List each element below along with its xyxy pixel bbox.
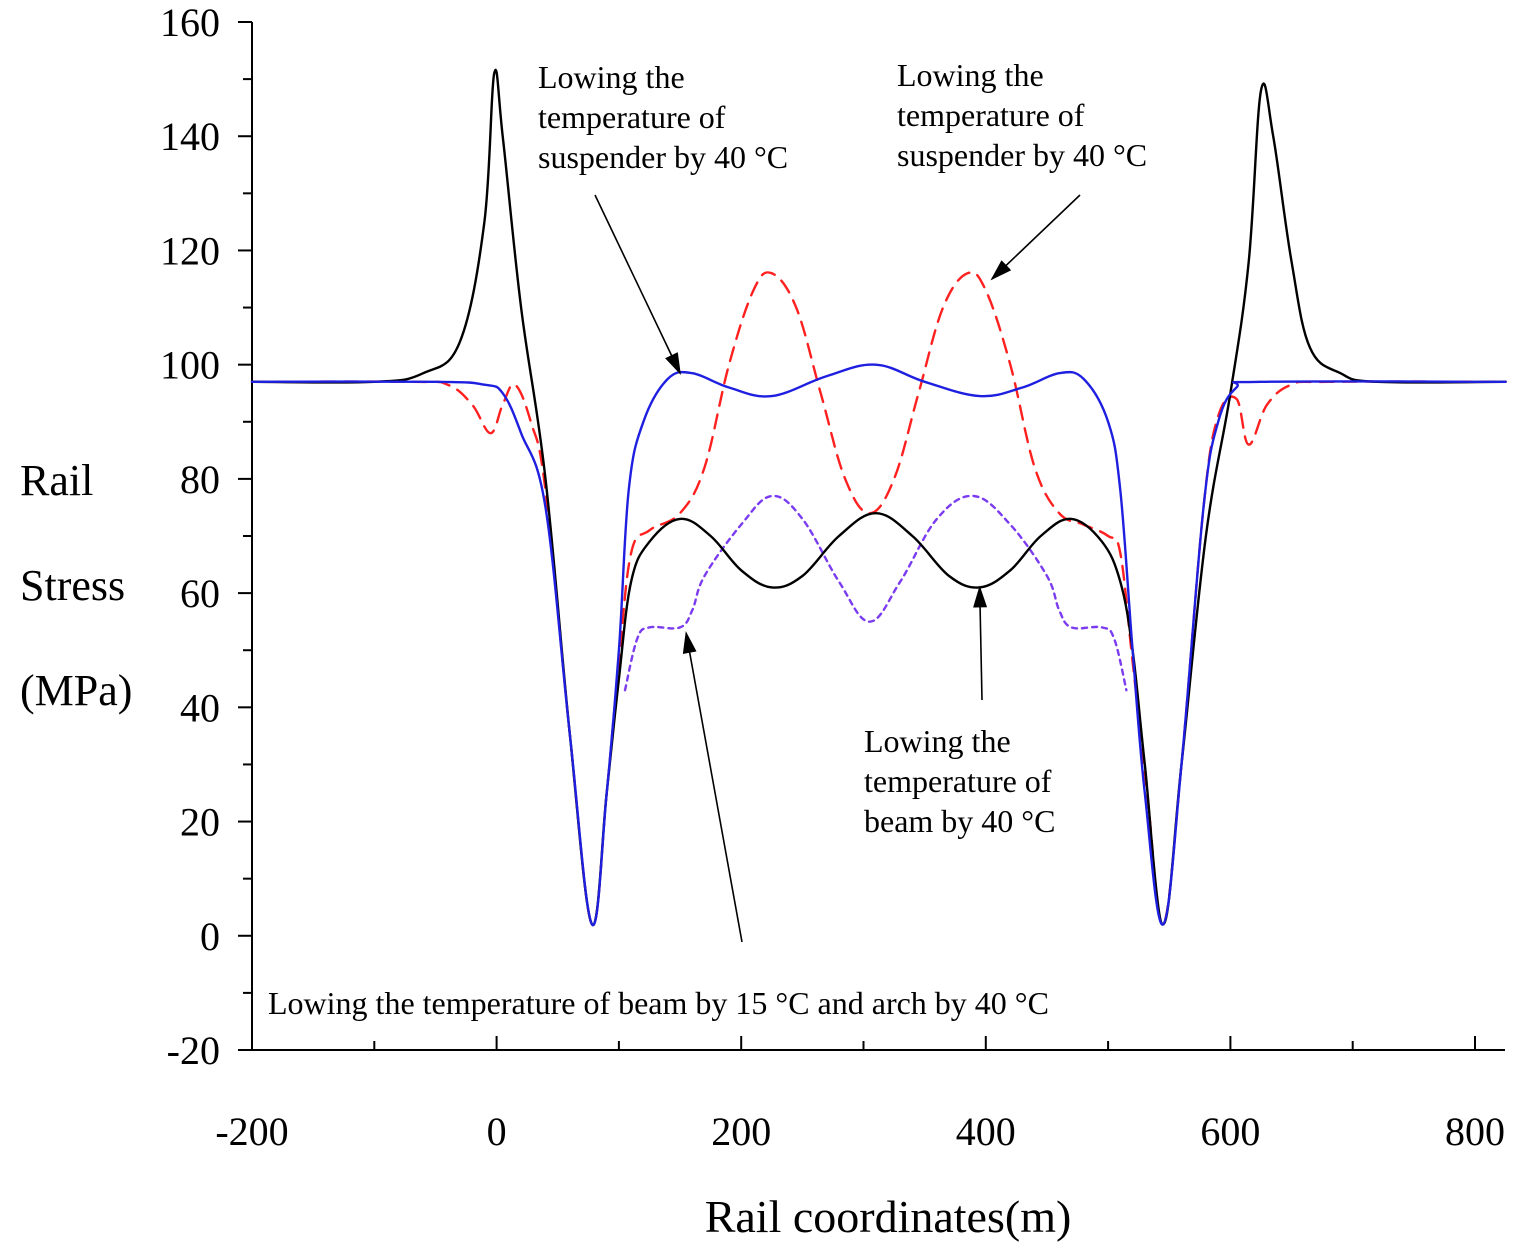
x-tick-label: 200 bbox=[711, 1109, 771, 1154]
annotations-layer: Lowing the temperature of suspender by 40 … bbox=[268, 57, 1147, 1021]
annotation-text: Lowing the bbox=[538, 59, 685, 95]
x-tick-label: -200 bbox=[215, 1109, 288, 1154]
annotation-text: temperature of bbox=[864, 763, 1052, 799]
series-line-3 bbox=[623, 494, 1128, 692]
annotation-2: Lowing the temperature of beam by 40 °C bbox=[864, 585, 1055, 839]
annotation-text: temperature of bbox=[897, 97, 1085, 133]
y-tick-label: 120 bbox=[160, 228, 220, 273]
y-tick-label: 160 bbox=[160, 0, 220, 45]
annotation-arrow bbox=[990, 194, 1081, 281]
annotation-3: Lowing the temperature of beam by 15 °C … bbox=[268, 631, 1049, 1021]
annotation-arrow bbox=[973, 585, 988, 701]
y-tick-label: 60 bbox=[180, 571, 220, 616]
x-tick-label: 800 bbox=[1445, 1109, 1505, 1154]
annotation-text: suspender by 40 °C bbox=[897, 137, 1147, 173]
annotation-0: Lowing the temperature of suspender by 40 … bbox=[538, 59, 788, 376]
annotation-text: beam by 40 °C bbox=[864, 803, 1055, 839]
axes bbox=[251, 22, 1505, 1051]
y-tick-label: 40 bbox=[180, 685, 220, 730]
y-axis-label-line: (MPa) bbox=[20, 666, 132, 715]
annotation-text: suspender by 40 °C bbox=[538, 139, 788, 175]
series-line-1 bbox=[250, 363, 1507, 927]
y-tick-label: 140 bbox=[160, 114, 220, 159]
y-axis-label-line: Rail bbox=[20, 456, 93, 505]
y-axis-label-line: Stress bbox=[20, 561, 125, 610]
annotation-text: temperature of bbox=[538, 99, 726, 135]
x-tick-label: 0 bbox=[487, 1109, 507, 1154]
tick-marks bbox=[238, 21, 1476, 1051]
annotation-text: Lowing the temperature of beam by 15 °C … bbox=[268, 985, 1049, 1021]
x-tick-label: 400 bbox=[956, 1109, 1016, 1154]
annotation-text: Lowing the bbox=[864, 723, 1011, 759]
annotation-arrow bbox=[594, 194, 681, 376]
y-axis-label: Rail Stress (MPa) bbox=[20, 456, 132, 715]
y-tick-label: 100 bbox=[160, 343, 220, 388]
annotation-arrow bbox=[682, 631, 743, 943]
x-axis-label: Rail coordinates(m) bbox=[705, 1191, 1072, 1242]
y-tick-label: 80 bbox=[180, 457, 220, 502]
annotation-1: Lowing the temperature of suspender by 40 … bbox=[897, 57, 1147, 281]
y-tick-label: -20 bbox=[167, 1028, 220, 1073]
series-line-0 bbox=[250, 68, 1507, 927]
y-tick-label: 20 bbox=[180, 800, 220, 845]
y-tick-label: 0 bbox=[200, 914, 220, 959]
series-layer bbox=[250, 68, 1507, 927]
x-tick-label: 600 bbox=[1200, 1109, 1260, 1154]
annotation-text: Lowing the bbox=[897, 57, 1044, 93]
